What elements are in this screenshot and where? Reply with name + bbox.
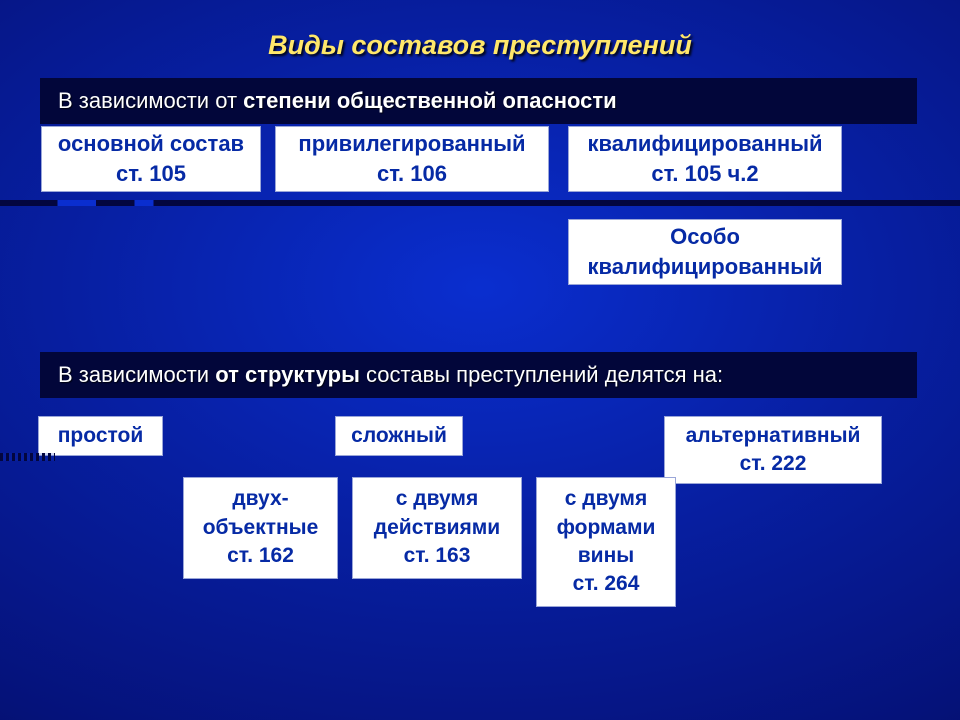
card-alternativny: альтернативный ст. 222 <box>664 416 882 484</box>
card-osobo-kvalif: Особо квалифицированный <box>568 219 842 285</box>
card-text: основной состав ст. 105 <box>58 129 244 188</box>
slide-title: Виды составов преступлений <box>0 30 960 61</box>
card-text: простой <box>58 422 144 450</box>
card-text: альтернативный ст. 222 <box>686 422 861 479</box>
card-prostoy: простой <box>38 416 163 456</box>
section2-header: В зависимости от структуры составы прест… <box>40 352 917 398</box>
card-kvalif: квалифицированный ст. 105 ч.2 <box>568 126 842 192</box>
card-dvukh-obj: двух- объектные ст. 162 <box>183 477 338 579</box>
divider-top <box>0 200 960 206</box>
card-osnovnoy: основной состав ст. 105 <box>41 126 261 192</box>
card-privileg: привилегированный ст. 106 <box>275 126 549 192</box>
card-text: квалифицированный ст. 105 ч.2 <box>587 129 822 188</box>
card-text: с двумя формами вины ст. 264 <box>557 485 656 598</box>
card-text: двух- объектные ст. 162 <box>203 485 319 570</box>
section2-header-suffix: составы преступлений делятся на: <box>360 362 723 387</box>
card-dva-deistviya: с двумя действиями ст. 163 <box>352 477 522 579</box>
section2-header-bold: от структуры <box>215 362 360 387</box>
section1-header-prefix: В зависимости от <box>58 88 243 113</box>
card-text: сложный <box>351 422 447 450</box>
card-slozhny: сложный <box>335 416 463 456</box>
card-text: привилегированный ст. 106 <box>298 129 525 188</box>
section2-header-prefix: В зависимости <box>58 362 215 387</box>
section1-header-bold: степени общественной опасности <box>243 88 617 113</box>
card-text: Особо квалифицированный <box>587 222 822 281</box>
card-dve-formy: с двумя формами вины ст. 264 <box>536 477 676 607</box>
slide-stage: Виды составов преступлений В зависимости… <box>0 0 960 720</box>
section1-header: В зависимости от степени общественной оп… <box>40 78 917 124</box>
card-text: с двумя действиями ст. 163 <box>374 485 500 570</box>
divider-left <box>0 453 55 461</box>
